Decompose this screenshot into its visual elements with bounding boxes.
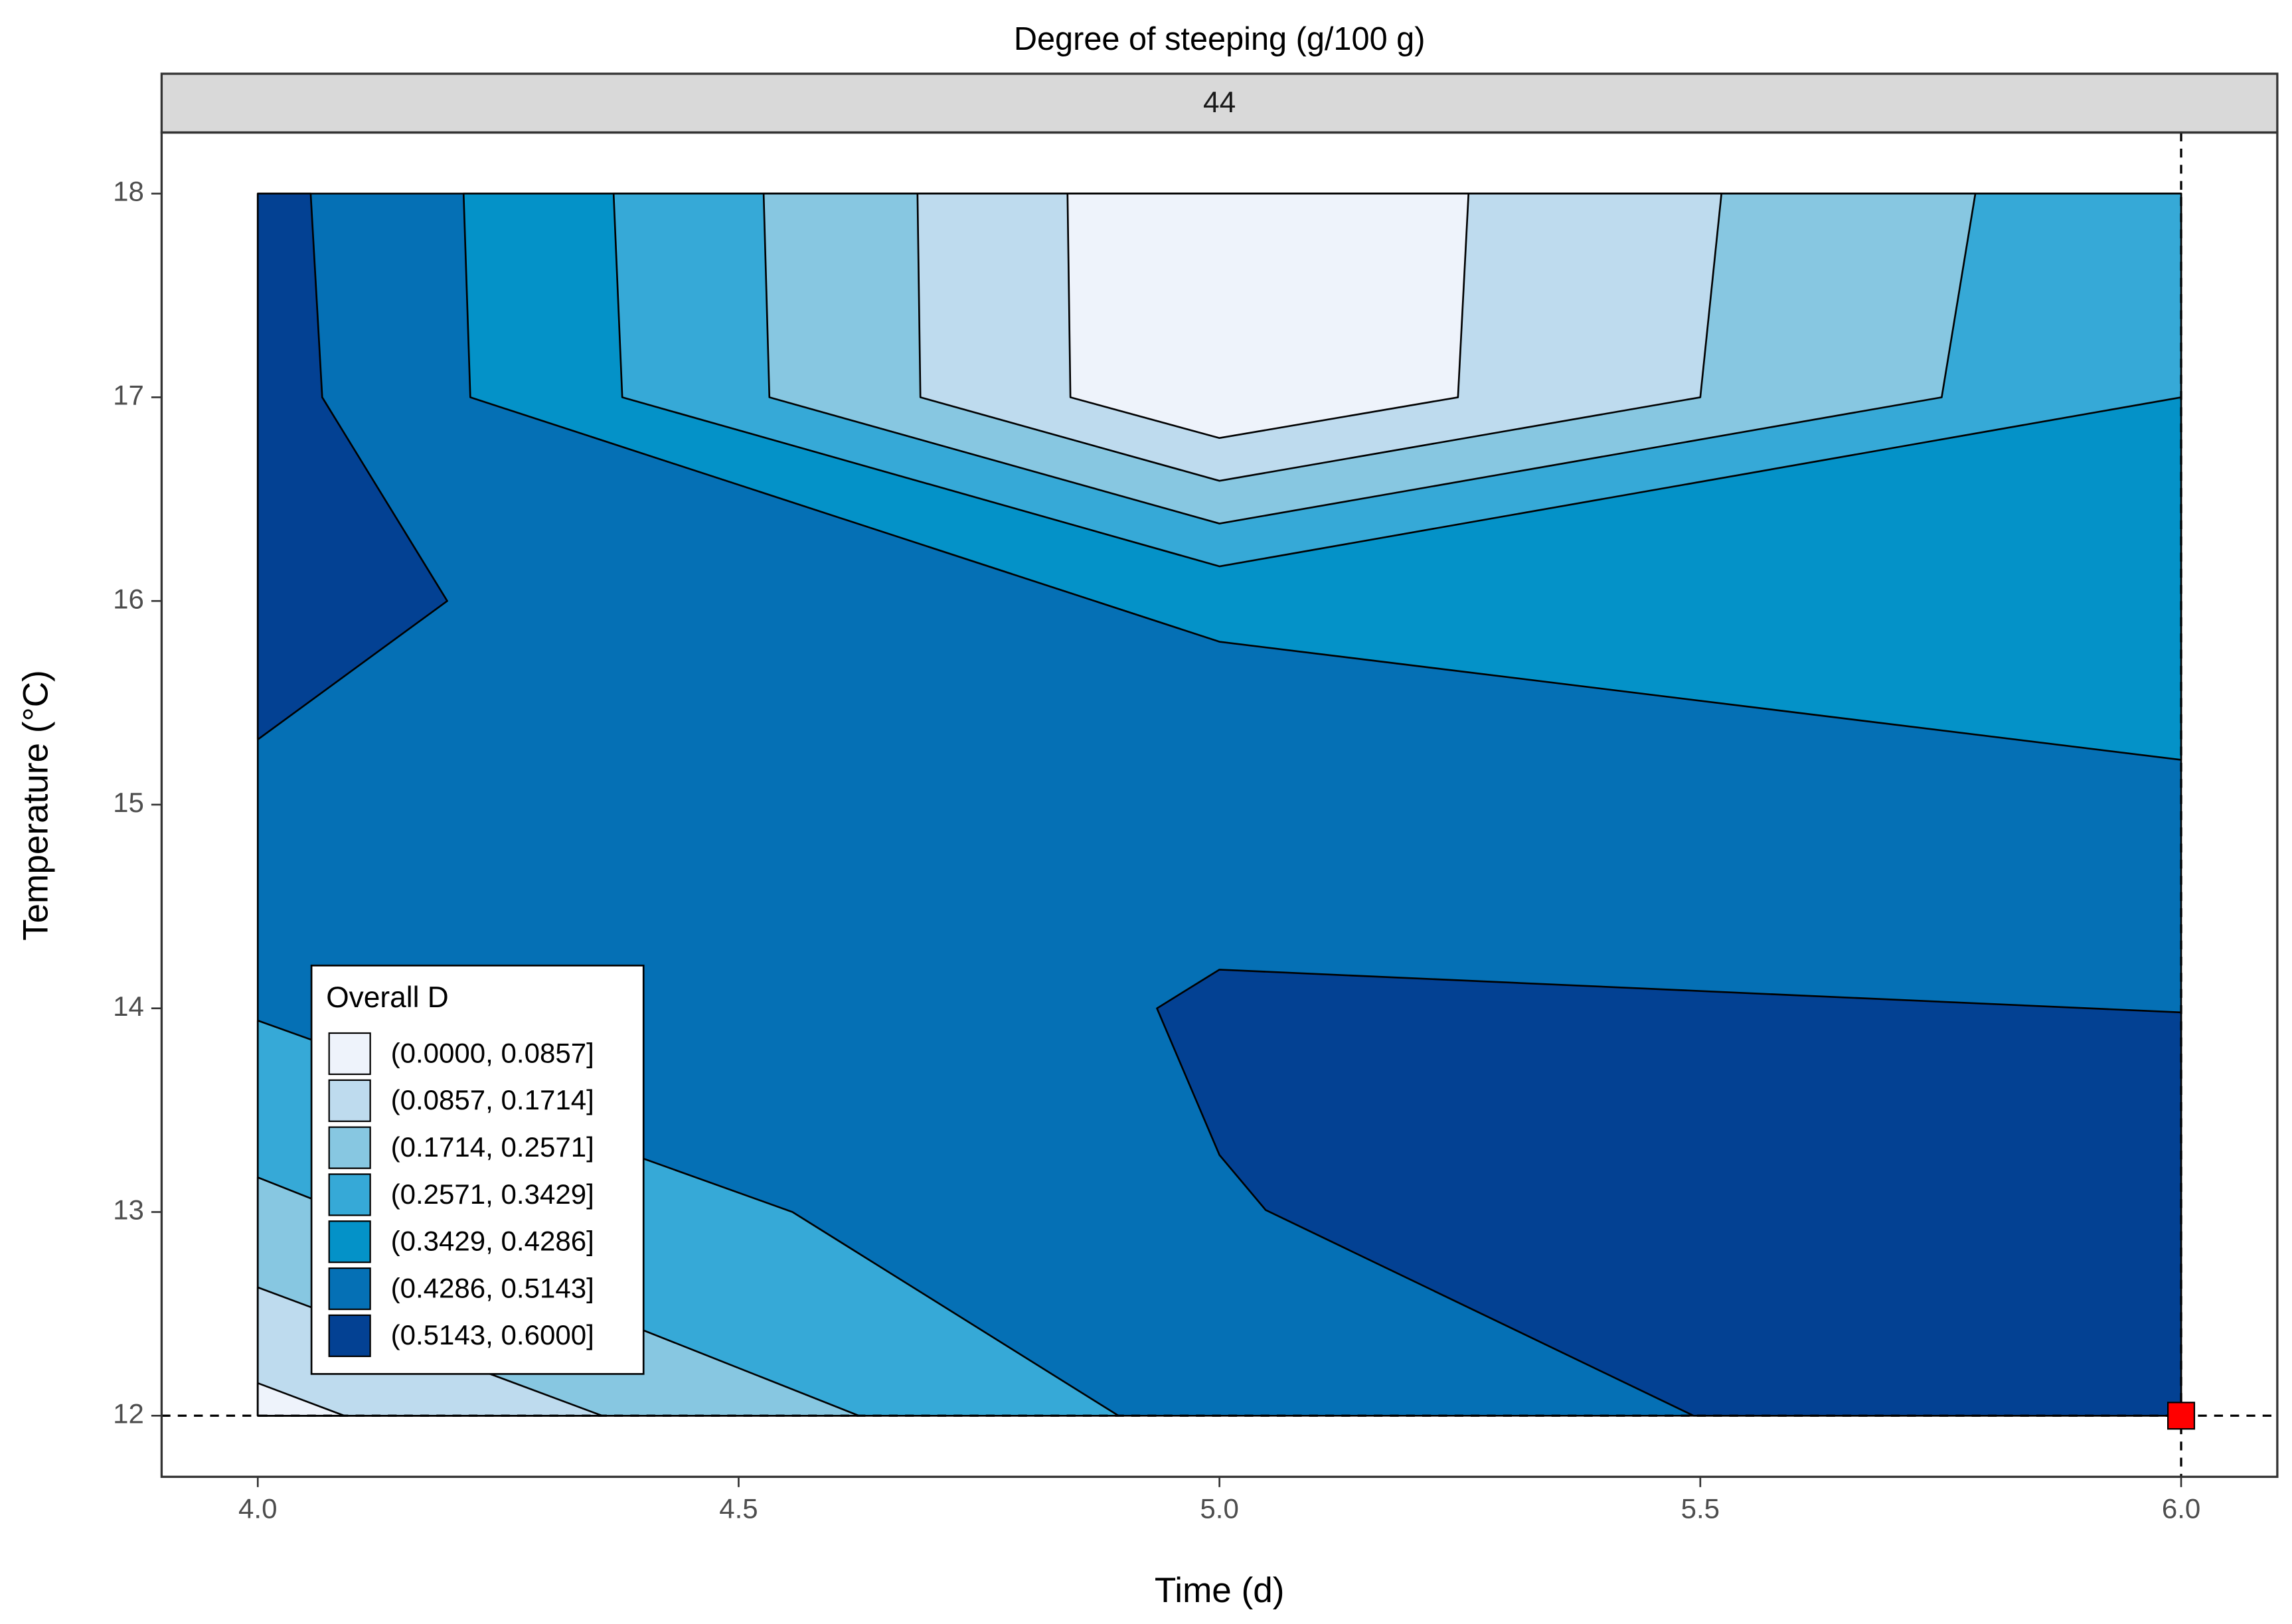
facet-label: 44	[1203, 86, 1236, 119]
facet-strip	[160, 72, 2279, 134]
legend-key	[328, 1032, 371, 1076]
y-tick-label: 17	[113, 379, 144, 410]
legend-label: (0.5143, 0.6000]	[391, 1319, 594, 1350]
legend-key	[328, 1173, 371, 1216]
y-tick-label: 15	[113, 787, 144, 818]
y-axis-title: Temperature (°C)	[17, 670, 56, 941]
x-tick-label: 5.5	[1681, 1493, 1720, 1524]
contour-band	[1156, 969, 2182, 1417]
y-tick-label: 16	[113, 583, 144, 614]
x-tick-label: 6.0	[2162, 1493, 2200, 1524]
legend-label: (0.0857, 0.1714]	[391, 1084, 594, 1115]
legend-label: (0.1714, 0.2571]	[391, 1131, 594, 1163]
legend-label: (0.2571, 0.3429]	[391, 1178, 594, 1210]
y-tick-label: 18	[113, 176, 144, 207]
chart-title: Degree of steeping (g/100 g)	[1014, 21, 1426, 57]
legend-key	[328, 1220, 371, 1263]
legend-key	[328, 1079, 371, 1122]
legend-label: (0.0000, 0.0857]	[391, 1037, 594, 1068]
y-tick-label: 14	[113, 991, 144, 1022]
x-tick-label: 5.0	[1200, 1493, 1238, 1524]
y-tick-label: 13	[113, 1194, 144, 1226]
legend-label: (0.3429, 0.4286]	[391, 1226, 594, 1257]
legend-key	[328, 1267, 371, 1311]
x-tick-label: 4.0	[238, 1493, 277, 1524]
y-tick-label: 12	[113, 1398, 144, 1429]
contour-band	[1066, 193, 1470, 440]
legend-key	[328, 1314, 371, 1357]
x-axis-title: Time (d)	[1155, 1571, 1285, 1610]
legend-label: (0.4286, 0.5143]	[391, 1272, 594, 1303]
legend-key	[328, 1126, 371, 1169]
legend-box	[310, 964, 645, 1375]
contour-band	[256, 1382, 345, 1417]
marker	[2167, 1402, 2196, 1430]
x-tick-label: 4.5	[719, 1493, 758, 1524]
contour-band	[256, 193, 448, 741]
legend-title: Overall D	[326, 981, 448, 1014]
